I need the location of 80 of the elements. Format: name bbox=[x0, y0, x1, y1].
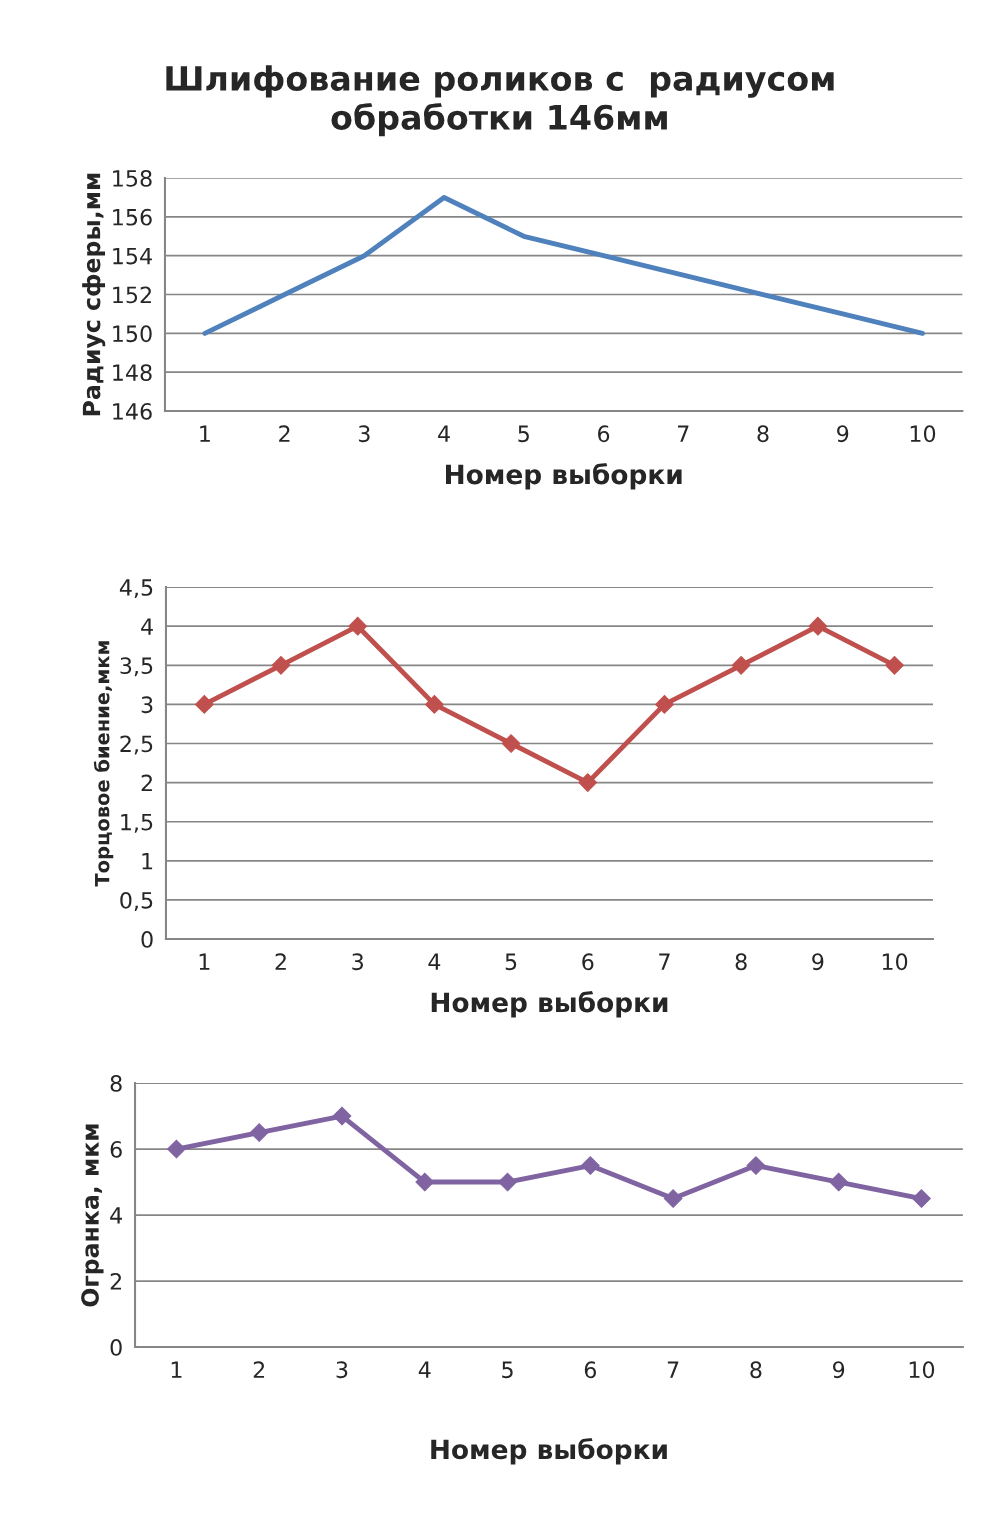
point bbox=[425, 695, 444, 714]
x-tick-label: 2 bbox=[275, 953, 286, 970]
x-tick-label: 4 bbox=[438, 425, 450, 442]
x-tick-label: 1 bbox=[171, 1361, 182, 1378]
x-tick-label: 5 bbox=[502, 1361, 513, 1379]
y-tick-label: 152 bbox=[113, 286, 151, 304]
x-tick-label: 2 bbox=[279, 425, 290, 442]
y-axis-title: Огранка, мкм bbox=[81, 1124, 104, 1307]
x-axis-title: Номер выборки bbox=[431, 1438, 667, 1465]
y-tick-label: 0 bbox=[110, 1339, 122, 1356]
y-axis-title: Радиус сферы,мм bbox=[82, 173, 106, 416]
x-tick-label: 1 bbox=[199, 953, 210, 970]
x-tick-label: 8 bbox=[757, 425, 769, 443]
x-tick-label: 10 bbox=[909, 1361, 935, 1379]
y-tick-label: 2,5 bbox=[120, 735, 153, 755]
point bbox=[194, 695, 214, 714]
point bbox=[731, 655, 751, 675]
y-tick-label: 158 bbox=[113, 169, 152, 187]
x-tick-label: 7 bbox=[667, 1361, 679, 1378]
x-tick-label: 3 bbox=[336, 1361, 348, 1379]
y-tick-label: 156 bbox=[113, 208, 152, 226]
y-tick-label: 0,5 bbox=[120, 891, 153, 911]
x-tick-label: 3 bbox=[352, 953, 363, 971]
x-tick-label: 6 bbox=[598, 425, 610, 443]
point bbox=[501, 734, 521, 753]
y-tick-label: 1 bbox=[142, 853, 153, 870]
x-axis-title: Номер выборки bbox=[446, 463, 682, 490]
x-tick-label: 6 bbox=[584, 1361, 596, 1379]
x-tick-label: 4 bbox=[418, 1361, 431, 1378]
point bbox=[348, 616, 368, 636]
y-tick-label: 6 bbox=[110, 1141, 122, 1158]
point bbox=[663, 1189, 683, 1208]
x-tick-label: 9 bbox=[833, 1361, 845, 1379]
point bbox=[332, 1106, 352, 1126]
x-tick-label: 4 bbox=[428, 953, 441, 970]
y-tick-label: 146 bbox=[113, 402, 152, 420]
x-tick-label: 1 bbox=[200, 425, 210, 442]
y-tick-label: 2 bbox=[141, 774, 152, 792]
point bbox=[746, 1156, 766, 1175]
y-tick-label: 4 bbox=[110, 1207, 122, 1224]
x-tick-label: 8 bbox=[750, 1361, 762, 1379]
point bbox=[415, 1172, 435, 1192]
y-tick-label: 150 bbox=[113, 325, 152, 343]
x-tick-label: 7 bbox=[678, 425, 689, 442]
x-tick-label: 9 bbox=[812, 953, 824, 971]
x-tick-label: 3 bbox=[358, 425, 370, 443]
x-tick-label: 10 bbox=[882, 953, 908, 971]
x-tick-label: 5 bbox=[505, 953, 517, 971]
y-tick-label: 3 bbox=[141, 696, 153, 714]
point bbox=[271, 655, 291, 675]
point bbox=[829, 1172, 849, 1192]
y-tick-label: 1,5 bbox=[121, 813, 153, 833]
x-tick-label: 2 bbox=[253, 1361, 265, 1378]
x-axis-title: Номер выборки bbox=[431, 991, 668, 1018]
point bbox=[912, 1189, 931, 1208]
x-tick-label: 7 bbox=[659, 953, 670, 970]
x-tick-label: 10 bbox=[910, 425, 936, 443]
x-tick-label: 8 bbox=[735, 953, 747, 971]
point bbox=[885, 655, 904, 675]
y-tick-label: 2 bbox=[110, 1273, 121, 1290]
y-tick-label: 4,5 bbox=[119, 579, 153, 599]
y-tick-label: 4 bbox=[141, 618, 153, 635]
point bbox=[498, 1172, 517, 1192]
point bbox=[655, 695, 674, 714]
y-tick-label: 0 bbox=[141, 931, 153, 948]
y-axis-title: Торцовое биение,мкм bbox=[93, 641, 114, 887]
point bbox=[167, 1139, 186, 1159]
point bbox=[580, 1156, 600, 1175]
y-tick-label: 8 bbox=[110, 1075, 122, 1092]
x-tick-label: 9 bbox=[837, 425, 849, 443]
y-tick-label: 154 bbox=[113, 247, 152, 265]
x-tick-label: 6 bbox=[582, 953, 594, 971]
point bbox=[808, 616, 828, 636]
chart-title: Шлифование роликов с радиусом обработки 146мм bbox=[166, 65, 834, 137]
point bbox=[249, 1123, 269, 1142]
line-series bbox=[202, 195, 925, 336]
x-tick-label: 5 bbox=[518, 425, 529, 443]
y-tick-label: 3,5 bbox=[120, 657, 153, 677]
point bbox=[578, 773, 598, 792]
y-tick-label: 148 bbox=[113, 364, 152, 381]
